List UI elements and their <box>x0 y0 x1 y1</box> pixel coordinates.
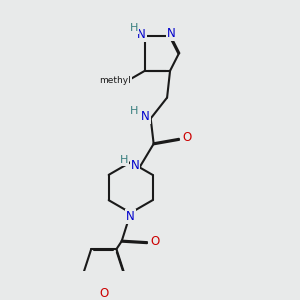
Text: N: N <box>126 210 135 223</box>
Text: methyl: methyl <box>99 76 131 85</box>
Text: H: H <box>130 23 139 33</box>
Text: N: N <box>141 110 150 123</box>
Text: H: H <box>120 155 128 165</box>
Text: O: O <box>183 131 192 144</box>
Text: N: N <box>137 28 146 41</box>
Text: O: O <box>99 287 108 300</box>
Text: N: N <box>130 159 139 172</box>
Text: O: O <box>151 235 160 248</box>
Text: H: H <box>130 106 139 116</box>
Text: N: N <box>167 27 176 40</box>
